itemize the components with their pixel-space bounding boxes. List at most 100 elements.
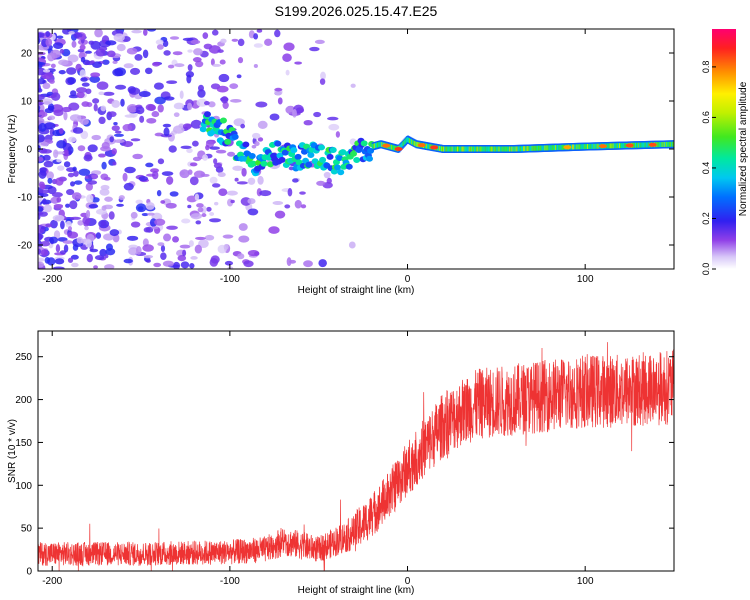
colorbar-tick-label: 0.8: [701, 61, 711, 74]
noise-blob: [54, 216, 62, 222]
spectrogram-y-tick-label: -10: [18, 193, 33, 204]
noise-blob: [71, 192, 82, 201]
snr-y-tick-label: 0: [26, 567, 32, 578]
colorbar-tick-label: 0.2: [701, 212, 711, 225]
noise-blob: [232, 165, 244, 171]
noise-blob: [38, 36, 41, 45]
ridge-blob: [353, 157, 361, 164]
ridge-blob: [224, 138, 232, 145]
noise-blob: [126, 235, 139, 241]
noise-blob: [169, 191, 179, 197]
noise-blob: [44, 122, 56, 130]
noise-blob: [229, 98, 242, 103]
ridge-blob: [334, 164, 342, 171]
noise-blob: [53, 230, 61, 240]
noise-blob: [109, 229, 120, 237]
noise-blob: [113, 133, 124, 137]
noise-blob: [187, 49, 193, 53]
noise-blob: [104, 253, 109, 259]
noise-blob: [60, 220, 65, 230]
noise-blob: [112, 161, 117, 166]
noise-blob: [79, 44, 86, 51]
noise-blob: [294, 61, 303, 65]
noise-blob: [237, 57, 244, 64]
noise-blob: [160, 245, 166, 252]
noise-blob: [126, 104, 138, 113]
ridge-blob: [278, 156, 286, 163]
noise-blob: [182, 249, 187, 257]
noise-blob: [268, 226, 280, 234]
noise-blob: [122, 172, 128, 182]
noise-blob: [215, 149, 227, 154]
noise-blob: [231, 38, 239, 42]
noise-blob: [162, 123, 172, 128]
noise-blob: [196, 203, 204, 208]
ridge-blob: [274, 140, 282, 147]
noise-blob: [123, 63, 134, 69]
noise-blob: [143, 227, 151, 233]
noise-blob: [38, 134, 45, 143]
noise-blob: [210, 58, 215, 66]
noise-blob: [42, 82, 51, 89]
noise-blob: [103, 176, 111, 181]
noise-blob: [194, 244, 202, 254]
noise-blob: [157, 158, 165, 165]
noise-blob: [38, 200, 41, 206]
noise-blob: [85, 182, 94, 191]
noise-blob: [195, 220, 202, 225]
noise-blob: [95, 48, 106, 57]
noise-blob: [53, 149, 59, 159]
noise-blob: [91, 134, 102, 141]
noise-blob: [43, 160, 54, 168]
noise-blob: [38, 51, 46, 56]
noise-blob: [157, 104, 164, 113]
noise-blob: [146, 117, 157, 124]
ridge-peak: [394, 147, 403, 151]
noise-blob: [99, 188, 110, 196]
noise-blob: [165, 202, 177, 209]
ridge-blob: [248, 153, 256, 160]
noise-blob: [154, 96, 166, 105]
noise-blob: [40, 249, 49, 256]
noise-blob: [81, 82, 90, 87]
spectrogram-x-tick-label: 100: [577, 274, 594, 285]
noise-blob: [217, 49, 224, 53]
noise-blob: [108, 211, 115, 220]
spectrogram-y-ticks: -20 -10 0 10 20: [18, 49, 674, 252]
snr-x-tick-label: -100: [220, 576, 240, 587]
ridge-blob: [231, 133, 239, 140]
snr-x-tick-label: -200: [42, 576, 62, 587]
noise-blob: [173, 102, 185, 110]
noise-blob: [222, 234, 234, 239]
noise-blob: [130, 221, 141, 228]
noise-blob: [131, 29, 142, 34]
noise-blob: [56, 140, 67, 149]
noise-blob: [155, 39, 164, 45]
noise-blob: [145, 162, 154, 168]
noise-blob: [153, 82, 164, 90]
noise-blob: [68, 136, 77, 143]
ridge-blob: [266, 161, 274, 168]
noise-blob: [190, 39, 201, 45]
noise-blob: [282, 53, 292, 62]
noise-blob: [153, 262, 162, 268]
noise-blob: [314, 39, 325, 45]
ridge-peak: [430, 145, 439, 150]
noise-blob: [179, 244, 191, 249]
ridge-peak: [598, 144, 607, 149]
noise-blob: [320, 71, 326, 81]
noise-blob: [169, 36, 180, 40]
noise-blob: [209, 176, 218, 184]
noise-blob: [163, 50, 171, 56]
noise-blob: [74, 180, 83, 185]
noise-blob: [163, 127, 170, 137]
ridge-blob: [294, 153, 302, 160]
noise-blob: [38, 83, 41, 90]
noise-blob: [70, 254, 79, 260]
noise-blob: [114, 130, 122, 134]
noise-blob: [257, 137, 264, 142]
noise-blob: [108, 111, 117, 118]
noise-blob: [105, 40, 117, 46]
colorbar-tick-label: 0.0: [701, 263, 711, 276]
noise-blob: [85, 50, 92, 54]
